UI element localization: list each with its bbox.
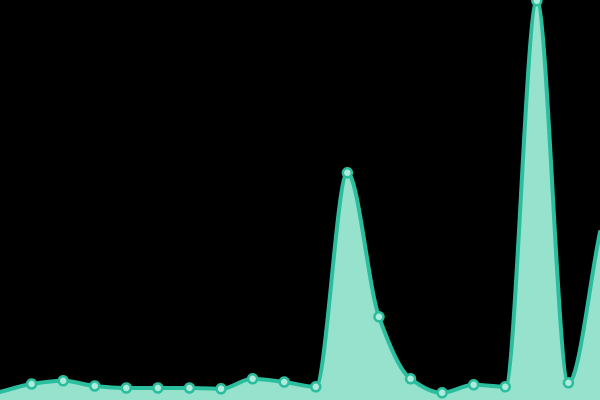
data-point-marker bbox=[310, 381, 322, 393]
data-point-marker bbox=[120, 382, 133, 394]
data-point-marker bbox=[183, 382, 196, 394]
data-point-marker bbox=[373, 311, 385, 323]
data-point-marker bbox=[215, 383, 227, 395]
data-point-marker bbox=[531, 0, 543, 7]
data-point-marker bbox=[25, 378, 38, 390]
data-point-marker bbox=[278, 376, 290, 388]
data-point-marker bbox=[436, 387, 448, 399]
data-point-marker bbox=[341, 167, 354, 179]
data-point-marker bbox=[562, 377, 575, 389]
data-point-marker bbox=[499, 381, 512, 393]
data-point-marker bbox=[404, 373, 417, 385]
data-point-marker bbox=[88, 380, 101, 392]
data-point-marker bbox=[467, 379, 480, 391]
data-point-marker bbox=[152, 382, 164, 394]
data-point-marker bbox=[57, 375, 69, 387]
data-point-markers bbox=[25, 0, 575, 399]
data-point-marker bbox=[246, 373, 259, 385]
